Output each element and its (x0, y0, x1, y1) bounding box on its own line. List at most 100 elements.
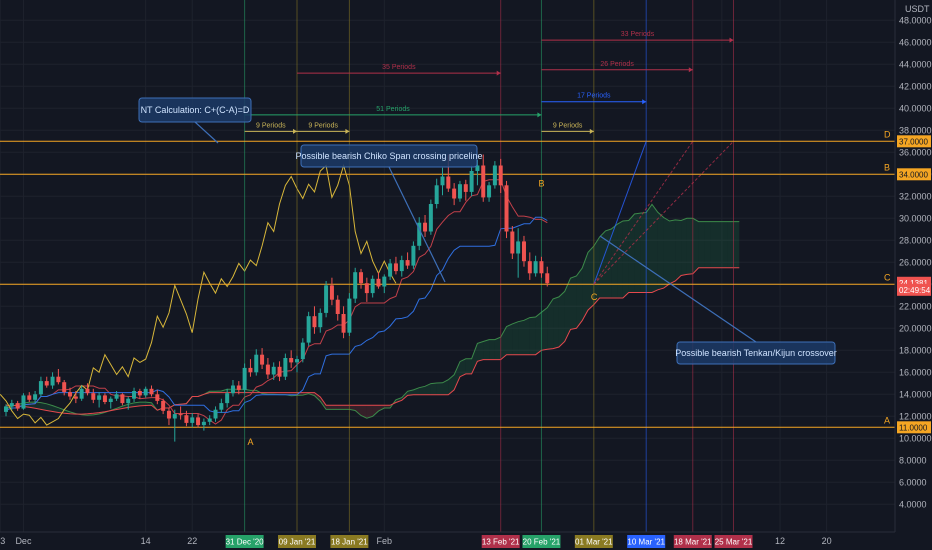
annotation-box (300, 144, 478, 168)
kijun-sen-line (5, 216, 548, 413)
date-tag (278, 535, 316, 548)
date-tag-text: 18 Mar '21 (674, 538, 712, 547)
candle-body (33, 394, 38, 400)
price-tick-label: 10.0000 (899, 433, 932, 443)
candle-body (393, 263, 398, 272)
candle-body (137, 391, 142, 396)
cloud-segment (733, 221, 740, 268)
candle-body (73, 396, 78, 399)
cloud-segment (518, 320, 524, 355)
cloud-segment (628, 213, 635, 293)
price-tick-label: 44.0000 (899, 59, 932, 69)
period-arrow-head (642, 99, 647, 105)
current-price-tag (897, 283, 931, 296)
chikou-span-line (0, 163, 397, 426)
candle-body (423, 222, 428, 232)
tenkan-sen-line (5, 179, 548, 425)
time-tick-label: 12 (775, 536, 785, 546)
candle-body (15, 403, 20, 409)
cloud-segment (384, 405, 391, 408)
cloud-segment (529, 317, 536, 355)
candle-body (335, 299, 340, 314)
cloud-segment (465, 358, 472, 374)
candle-body (97, 395, 102, 400)
candle-body (260, 354, 265, 365)
cloud-segment (366, 405, 373, 419)
candle-body (306, 316, 311, 343)
candle-body (498, 165, 503, 186)
candle-body (62, 382, 67, 393)
candle-body (399, 260, 404, 272)
period-label: 9 Periods (256, 122, 286, 129)
candle-body (376, 278, 381, 287)
candle-body (68, 392, 73, 397)
annotation-pointer (599, 235, 757, 343)
period-label: 33 Periods (621, 31, 655, 38)
period-label: 9 Periods (308, 122, 338, 129)
candle-body (382, 276, 387, 287)
cloud-segment (494, 337, 501, 360)
cloud-segment (692, 218, 699, 274)
cloud-segment (622, 220, 629, 298)
cloud-segment (582, 252, 588, 321)
candle-body (50, 376, 55, 386)
cloud-segment (361, 405, 367, 419)
cloud-segment (524, 317, 530, 355)
time-tick-label: 20 (822, 536, 832, 546)
candle-body (207, 418, 212, 422)
candle-body (492, 165, 497, 186)
price-axis[interactable]: 4.0000 6.0000 8.0000 10.0000 12.0000 14.0000 1… (894, 0, 932, 550)
period-label: 35 Periods (382, 64, 416, 71)
candle-body (283, 358, 288, 377)
cloud-segment (547, 298, 554, 350)
cloud-segment (35, 402, 41, 410)
level-letter: C (884, 272, 891, 282)
current-price-text: 02:49:54 (899, 286, 931, 295)
candle-body (219, 403, 224, 410)
cloud-segment (535, 312, 542, 355)
period-arrow-head (729, 37, 734, 43)
cloud-segment (512, 321, 519, 355)
candle-body (161, 400, 166, 411)
cloud-segment (337, 405, 344, 410)
candle-body (254, 354, 259, 373)
price-tick-label: 8.0000 (899, 455, 927, 465)
cloud-segment (343, 405, 350, 410)
candle-body (4, 406, 8, 412)
period-arrow-head (496, 70, 501, 76)
cloud-segment (442, 379, 449, 395)
candle-body (236, 385, 241, 390)
cloud-segment (395, 397, 402, 403)
candle-body (265, 364, 270, 375)
cloud-segment (681, 218, 687, 276)
date-tag (481, 535, 520, 548)
price-tick-label: 4.0000 (899, 499, 927, 509)
point-labels: A B C (247, 179, 597, 448)
candle-body (126, 398, 131, 404)
price-tick-label: 32.0000 (899, 191, 932, 201)
period-arrow-head (537, 112, 542, 118)
cloud-segment (576, 268, 583, 329)
period-arrow-head (589, 128, 594, 134)
candle-body (184, 415, 189, 423)
level-price-text: 34.0000 (899, 170, 928, 179)
date-tag-text: 13 Feb '21 (482, 538, 520, 547)
date-tag-text: 10 Mar '21 (627, 538, 665, 547)
annotation-text: Possible bearish Tenkan/Kijun crossover (675, 348, 836, 358)
cloud-segment (46, 403, 53, 412)
candle-body (370, 278, 375, 294)
ichimoku-cloud (5, 203, 740, 419)
period-label: 51 Periods (376, 106, 410, 113)
candle-body (329, 285, 334, 300)
cloud-segment (489, 339, 495, 360)
candle-body (457, 184, 462, 199)
period-label: 9 Periods (553, 122, 583, 129)
price-tick-label: 36.0000 (899, 147, 932, 157)
date-tag-text: 25 Mar '21 (715, 538, 753, 547)
price-tick-label: 26.0000 (899, 257, 932, 267)
cloud-segment (640, 212, 647, 293)
date-tag-text: 20 Feb '21 (523, 538, 561, 547)
